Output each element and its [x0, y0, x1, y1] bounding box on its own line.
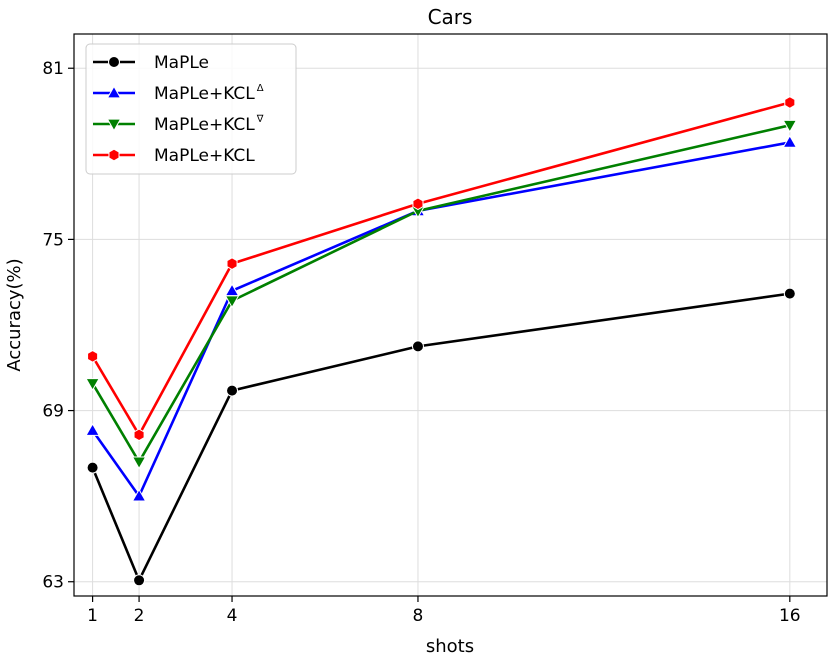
x-tick-label: 2: [134, 606, 145, 626]
series-2: [85, 134, 798, 502]
legend-superscript: ∇: [256, 114, 264, 125]
legend-label: MaPLe: [154, 53, 209, 73]
data-point: [783, 287, 796, 300]
series-line: [91, 124, 791, 464]
data-point: [85, 423, 100, 436]
legend-marker: [106, 118, 122, 132]
data-point: [224, 295, 240, 309]
data-point: [411, 340, 424, 353]
data-point: [133, 428, 145, 442]
legend-item: MaPLe+KCL: [93, 146, 255, 166]
data-point: [782, 134, 798, 148]
plot-frame: [73, 33, 828, 597]
legend-label: MaPLe+KCL Δ: [154, 83, 264, 104]
data-point: [86, 461, 99, 474]
y-tick-label: 81: [42, 59, 64, 79]
legend-marker: [108, 148, 120, 162]
data-point: [784, 96, 796, 109]
series-line: [91, 292, 790, 582]
data-point: [782, 119, 798, 133]
chart-title: Cars: [428, 5, 473, 29]
data-point: [85, 378, 100, 391]
x-tick-label: 1: [87, 606, 98, 626]
legend-marker: [108, 56, 120, 68]
series-line: [91, 141, 791, 498]
y-axis-label: Accuracy(%): [4, 258, 25, 371]
legend: MaPLe MaPLe+KCL Δ MaPLe+KCL ∇ MaPLe+KCL: [85, 43, 297, 175]
x-tick-label: 4: [227, 606, 238, 626]
x-tick-label: 8: [413, 606, 424, 626]
tick-layer: 1 2 4 8 16 63 69 75 81: [42, 59, 800, 626]
series-layer: [85, 96, 798, 587]
data-point: [131, 488, 147, 502]
legend-item: MaPLe+KCL Δ: [93, 83, 264, 104]
data-point: [226, 384, 239, 397]
legend-marker: [106, 85, 122, 99]
legend-superscript: Δ: [257, 83, 264, 94]
x-tick-label: 16: [779, 606, 801, 626]
series-3: [85, 119, 798, 470]
x-axis-label: shots: [426, 636, 474, 657]
series-4: [87, 96, 796, 442]
data-point: [412, 197, 424, 211]
legend-box: [85, 43, 297, 175]
y-tick-label: 69: [42, 402, 64, 422]
legend-label: MaPLe+KCL ∇: [154, 114, 264, 135]
y-tick-label: 63: [42, 573, 64, 593]
y-tick-label: 75: [42, 230, 64, 250]
data-point: [133, 574, 146, 587]
legend-item: MaPLe+KCL ∇: [93, 114, 264, 135]
legend-label: MaPLe+KCL: [154, 146, 255, 166]
legend-item: MaPLe: [93, 53, 209, 73]
data-point: [87, 349, 99, 363]
data-point: [226, 257, 238, 271]
data-point: [131, 456, 147, 470]
series-1: [86, 287, 796, 587]
